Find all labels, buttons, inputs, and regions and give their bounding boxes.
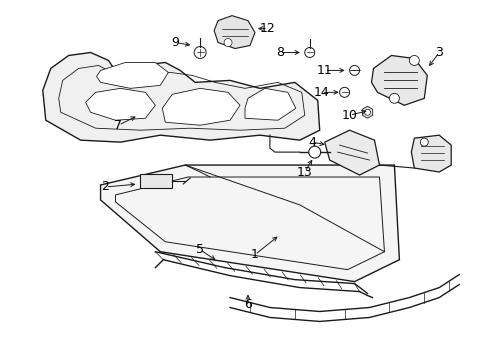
Circle shape xyxy=(304,48,314,58)
Bar xyxy=(140,174,172,188)
Polygon shape xyxy=(214,15,254,49)
Circle shape xyxy=(224,39,232,46)
Circle shape xyxy=(408,55,419,66)
Text: 14: 14 xyxy=(313,86,329,99)
Circle shape xyxy=(194,46,206,58)
Text: 7: 7 xyxy=(114,119,122,132)
Polygon shape xyxy=(362,106,372,118)
Text: 2: 2 xyxy=(102,180,109,193)
Circle shape xyxy=(308,146,320,158)
Text: 12: 12 xyxy=(260,22,275,35)
Circle shape xyxy=(339,87,349,97)
Polygon shape xyxy=(101,165,399,282)
Text: 13: 13 xyxy=(296,166,312,179)
Polygon shape xyxy=(371,55,427,105)
Circle shape xyxy=(364,109,370,115)
Circle shape xyxy=(388,93,399,103)
Polygon shape xyxy=(96,62,168,88)
Polygon shape xyxy=(42,53,319,142)
Polygon shape xyxy=(162,88,240,125)
Polygon shape xyxy=(244,88,295,120)
Text: 10: 10 xyxy=(341,109,357,122)
Polygon shape xyxy=(85,88,155,120)
Text: 6: 6 xyxy=(244,298,251,311)
Circle shape xyxy=(420,138,427,146)
Polygon shape xyxy=(410,135,450,172)
Text: 5: 5 xyxy=(196,243,204,256)
Text: 4: 4 xyxy=(308,136,316,149)
Text: 11: 11 xyxy=(316,64,332,77)
Text: 9: 9 xyxy=(171,36,179,49)
Text: 1: 1 xyxy=(250,248,258,261)
Text: 8: 8 xyxy=(275,46,283,59)
Circle shape xyxy=(349,66,359,75)
Polygon shape xyxy=(324,130,379,175)
Text: 3: 3 xyxy=(434,46,442,59)
